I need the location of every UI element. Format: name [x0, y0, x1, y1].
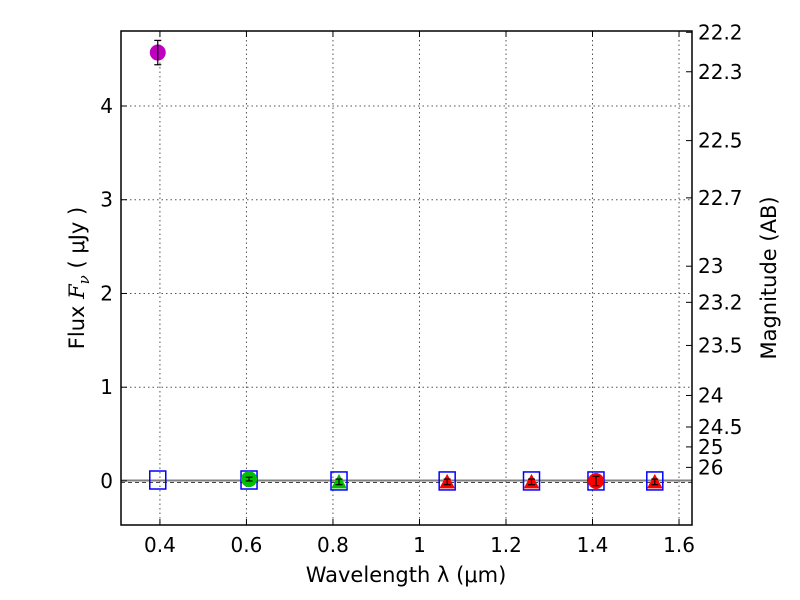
- model-square-marker: [646, 471, 664, 491]
- magnitude-tick-label: 24.5: [698, 415, 743, 439]
- model-square-marker: [149, 470, 167, 490]
- y-tick-label: 4: [100, 94, 113, 118]
- model-layer: [149, 470, 664, 491]
- y-axis-label-var: F: [65, 283, 89, 300]
- sed-layer: [121, 479, 692, 483]
- y-tick-label: 3: [100, 188, 113, 212]
- y-tick-label: 0: [100, 469, 113, 493]
- magnitude-tick-label: 23.5: [698, 333, 743, 357]
- magnitude-tick-label: 23: [698, 254, 723, 278]
- points-layer: [149, 39, 663, 489]
- y-axis-label-sub: ν: [75, 275, 93, 284]
- plot-frame: [120, 30, 693, 526]
- x-tick-label: 1.4: [577, 533, 609, 557]
- magnitude-tick-label: 25: [698, 435, 723, 459]
- magnitude-tick-label: 24: [698, 383, 723, 407]
- magnitude-axis-label: Magnitude (AB): [757, 196, 781, 359]
- model-square-marker: [438, 471, 456, 491]
- magnitude-tick-label: 22.5: [698, 129, 743, 153]
- magnitude-tick-label: 26: [698, 455, 723, 479]
- magnitude-tick-label: 23.2: [698, 290, 743, 314]
- y-axis-label-unit: ( μJy ): [65, 207, 89, 275]
- y-axis-label-prefix: Flux: [65, 299, 89, 349]
- x-axis-label: Wavelength λ (μm): [306, 563, 507, 587]
- x-tick-label: 1.6: [663, 533, 695, 557]
- x-tick-label: 1.2: [490, 533, 522, 557]
- y-axis-label: Flux Fν ( μJy ): [65, 207, 93, 349]
- model-square-marker: [240, 470, 258, 490]
- x-tick-label: 0.8: [317, 533, 349, 557]
- magnitude-tick-label: 22.3: [698, 60, 743, 84]
- y-tick-label: 2: [100, 281, 113, 305]
- x-tick-label: 0.6: [231, 533, 263, 557]
- x-tick-label: 1: [413, 533, 426, 557]
- model-square-marker: [522, 471, 541, 491]
- ticks-layer: 0.4 0.6 0.8 1 1.2 1.4 1.60123422.222.322.522.7…: [100, 20, 742, 557]
- model-square-marker: [330, 471, 348, 491]
- magnitude-tick-label: 22.7: [698, 186, 743, 210]
- y-tick-label: 1: [100, 375, 113, 399]
- magnitude-tick-label: 22.2: [698, 20, 743, 44]
- grid-layer: [121, 31, 692, 525]
- x-tick-label: 0.4: [144, 533, 176, 557]
